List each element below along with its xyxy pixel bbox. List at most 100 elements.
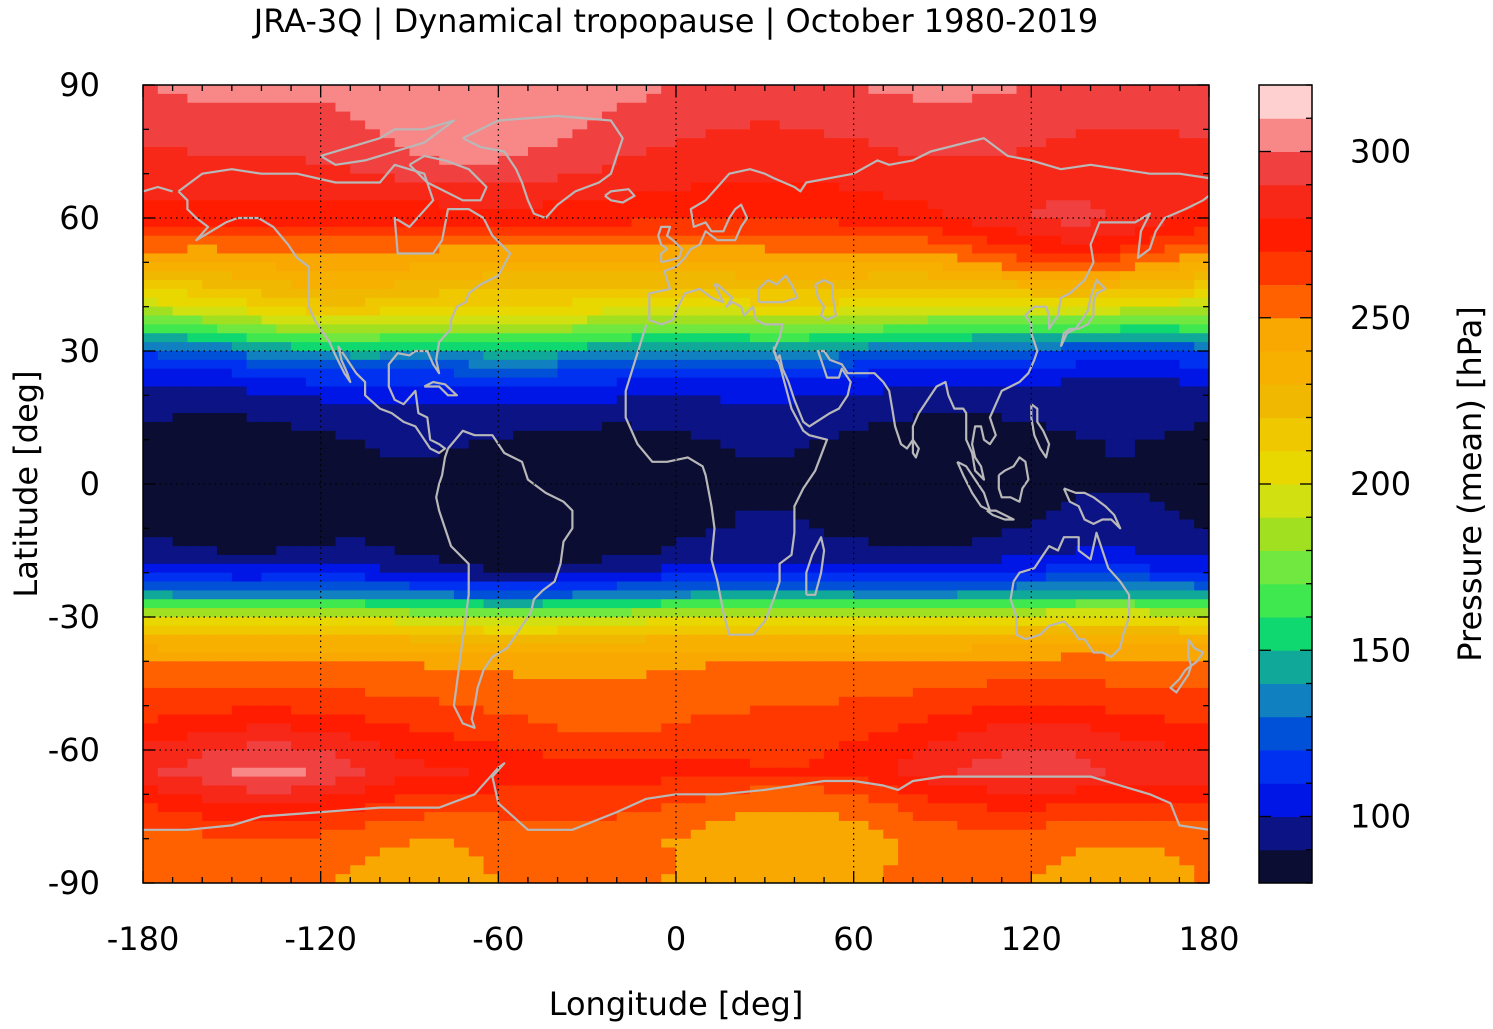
heatmap-cell xyxy=(498,218,514,228)
heatmap-cell xyxy=(439,244,455,255)
heatmap-cell xyxy=(172,510,189,521)
heatmap-cell xyxy=(157,696,174,707)
heatmap-cell xyxy=(690,554,707,565)
heatmap-cell xyxy=(824,111,840,122)
heatmap-cell xyxy=(1031,120,1047,130)
heatmap-cell xyxy=(779,563,796,574)
heatmap-cell xyxy=(468,528,485,538)
heatmap-cell xyxy=(335,129,351,139)
heatmap-cell xyxy=(720,528,736,538)
heatmap-cell xyxy=(1179,253,1195,263)
heatmap-cell xyxy=(868,218,884,228)
heatmap-cell xyxy=(1120,643,1136,654)
heatmap-cell xyxy=(468,155,485,166)
heatmap-cell xyxy=(483,457,499,467)
heatmap-cell xyxy=(824,590,840,600)
heatmap-cell xyxy=(379,288,396,299)
heatmap-cell xyxy=(1001,590,1018,600)
heatmap-cell xyxy=(498,457,514,467)
heatmap-cell xyxy=(705,484,722,494)
heatmap-cell xyxy=(1060,528,1077,538)
heatmap-cell xyxy=(172,395,189,405)
heatmap-cell xyxy=(1016,430,1032,441)
heatmap-cell xyxy=(616,226,633,237)
heatmap-cell xyxy=(439,563,455,574)
heatmap-cell xyxy=(1179,687,1195,698)
heatmap-cell xyxy=(143,271,159,281)
heatmap-cell xyxy=(187,554,203,565)
heatmap-cell xyxy=(231,280,248,290)
heatmap-cell xyxy=(986,377,1003,388)
heatmap-cell xyxy=(972,120,988,130)
heatmap-cell xyxy=(143,625,159,636)
heatmap-cell xyxy=(187,501,203,512)
heatmap-cell xyxy=(1075,85,1092,95)
heatmap-cell xyxy=(231,528,248,538)
heatmap-cell xyxy=(661,333,677,343)
heatmap-cell xyxy=(1149,120,1166,130)
heatmap-cell xyxy=(231,244,248,255)
heatmap-cell xyxy=(350,608,366,618)
heatmap-cell xyxy=(1090,253,1106,263)
heatmap-cell xyxy=(409,652,425,662)
heatmap-cell xyxy=(587,395,603,405)
heatmap-cell xyxy=(394,155,411,166)
heatmap-cell xyxy=(1179,368,1195,379)
heatmap-cell xyxy=(676,244,692,255)
heatmap-cell xyxy=(1134,643,1151,654)
heatmap-cell xyxy=(276,661,292,671)
heatmap-cell xyxy=(690,528,707,538)
heatmap-cell xyxy=(1134,581,1151,591)
heatmap-cell xyxy=(898,413,914,423)
heatmap-cell xyxy=(394,288,411,299)
heatmap-cell xyxy=(394,599,411,609)
heatmap-cell xyxy=(676,475,692,485)
heatmap-cell xyxy=(1090,501,1106,512)
heatmap-cell xyxy=(1016,173,1032,184)
heatmap-cell xyxy=(1134,386,1151,396)
heatmap-cell xyxy=(794,253,810,263)
heatmap-cell xyxy=(513,368,529,379)
heatmap-cell xyxy=(246,138,263,148)
heatmap-cell xyxy=(320,661,337,671)
heatmap-cell xyxy=(261,395,277,405)
heatmap-cell xyxy=(1179,377,1195,388)
heatmap-cell xyxy=(350,670,366,680)
heatmap-cell xyxy=(394,421,411,432)
heatmap-cell xyxy=(912,439,929,450)
heatmap-cell xyxy=(1194,421,1209,432)
heatmap-cell xyxy=(868,492,884,503)
heatmap-cell xyxy=(350,315,366,325)
heatmap-cell xyxy=(690,164,707,175)
heatmap-cell xyxy=(379,457,396,467)
heatmap-cell xyxy=(1194,297,1209,308)
heatmap-cell xyxy=(202,395,218,405)
heatmap-cell xyxy=(513,475,529,485)
heatmap-cell xyxy=(927,617,944,627)
heatmap-cell xyxy=(527,182,544,192)
heatmap-cell xyxy=(246,413,263,423)
heatmap-cell xyxy=(779,670,796,680)
heatmap-cell xyxy=(379,209,396,219)
heatmap-cell xyxy=(187,590,203,600)
heatmap-cell xyxy=(424,120,440,130)
heatmap-cell xyxy=(246,670,263,680)
heatmap-cell xyxy=(1120,395,1136,405)
heatmap-cell xyxy=(231,111,248,122)
heatmap-cell xyxy=(750,661,766,671)
heatmap-cell xyxy=(1120,404,1136,414)
heatmap-cell xyxy=(439,510,455,521)
heatmap-cell xyxy=(261,244,277,255)
heatmap-cell xyxy=(898,235,914,246)
heatmap-cell xyxy=(735,253,751,263)
heatmap-cell xyxy=(646,147,662,157)
heatmap-cell xyxy=(261,430,277,441)
heatmap-cell xyxy=(824,297,840,308)
heatmap-cell xyxy=(424,209,440,219)
heatmap-cell xyxy=(794,475,810,485)
heatmap-cell xyxy=(172,617,189,627)
heatmap-cell xyxy=(1149,280,1166,290)
heatmap-cell xyxy=(661,288,677,299)
heatmap-cell xyxy=(957,235,973,246)
heatmap-cell xyxy=(779,528,796,538)
